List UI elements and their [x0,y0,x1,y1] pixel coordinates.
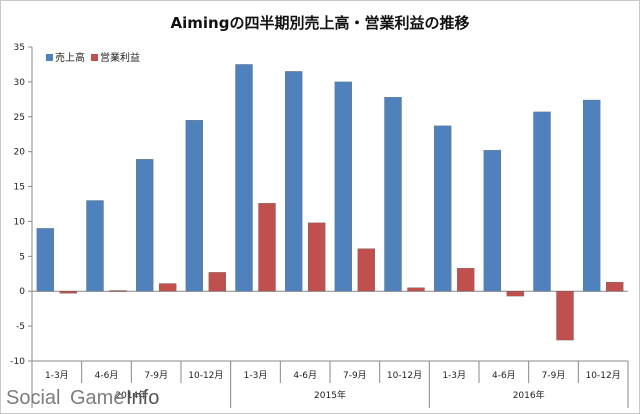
watermark-info: Info [126,387,159,409]
legend-swatch [91,54,98,61]
legend-label: 売上高 [55,51,85,64]
x-category-label: 10-12月 [188,370,223,381]
y-tick-label: 30 [14,78,26,88]
y-tick-label: -5 [16,322,25,332]
x-category-label: 7-9月 [343,370,367,381]
x-category-label: 7-9月 [144,370,168,381]
x-category-label: 10-12月 [586,370,621,381]
x-year-group-label: 2015年 [314,389,346,401]
bar-operating-profit [357,248,375,292]
bar-sales [136,159,154,292]
bar-sales [334,81,352,292]
bar-operating-profit [308,222,326,292]
legend-swatch [46,54,53,61]
y-tick-label: 10 [14,217,26,227]
y-tick-label: 15 [14,183,25,193]
x-category-label: 7-9月 [542,370,566,381]
bar-sales [483,150,501,292]
bar-sales [434,125,452,292]
y-tick-label: 5 [19,252,25,262]
bar-operating-profit [208,272,226,292]
x-category-label: 1-3月 [442,370,466,381]
bar-operating-profit [556,291,574,341]
chart-title: Aimingの四半期別売上高・営業利益の推移 [171,14,470,32]
bar-operating-profit [258,203,276,292]
bar-sales [86,200,104,292]
x-category-label: 4-6月 [293,370,317,381]
x-year-group-label: 2016年 [513,389,545,401]
bars-layer [36,64,624,341]
x-category-label: 1-3月 [45,370,69,381]
labels-layer: 35 30 25 20 15 10 5 0 -5 -10 1-3月 4-6月 7-9月 10-12月 1-3… [10,43,620,401]
bar-operating-profit [159,283,177,292]
x-year-group-label: 2014年 [115,389,147,401]
y-tick-label: 35 [14,43,25,53]
watermark-logo: Social Game Info [6,387,159,409]
bar-sales [185,120,203,292]
bar-operating-profit [606,282,624,292]
bar-operating-profit [457,268,475,292]
x-category-label: 1-3月 [244,370,268,381]
x-category-label: 10-12月 [387,370,422,381]
bar-sales [583,99,601,292]
y-tick-label: 0 [19,287,25,297]
bar-operating-profit [59,291,77,294]
y-tick-label: -10 [10,357,25,367]
bar-sales [285,71,303,292]
watermark-social: Social [6,387,60,409]
legend: 売上高 営業利益 [46,51,140,64]
bar-operating-profit [407,287,425,292]
bar-operating-profit [506,291,524,297]
bar-sales [36,228,54,292]
x-category-label: 4-6月 [492,370,516,381]
legend-label: 営業利益 [100,51,140,64]
bar-sales [533,111,551,292]
bar-sales [384,97,402,292]
axes-layer [28,46,629,408]
watermark-game: Game [70,387,124,409]
bar-sales [235,64,253,292]
x-category-label: 4-6月 [95,370,119,381]
y-tick-label: 25 [14,113,25,123]
bar-operating-profit [109,290,127,292]
y-tick-label: 20 [14,148,26,158]
